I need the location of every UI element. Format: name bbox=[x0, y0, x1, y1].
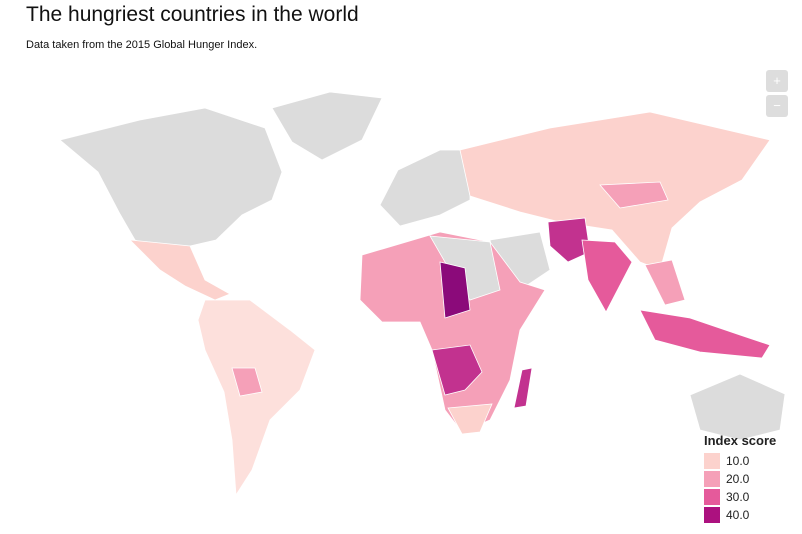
south-africa bbox=[447, 403, 493, 435]
legend-label: 10.0 bbox=[726, 454, 750, 468]
europe bbox=[379, 149, 471, 227]
southeast-asia bbox=[644, 259, 686, 306]
north-america bbox=[59, 107, 283, 253]
legend-item: 40.0 bbox=[704, 506, 776, 524]
legend-item: 30.0 bbox=[704, 488, 776, 506]
legend-swatch bbox=[704, 453, 720, 469]
legend-label: 40.0 bbox=[726, 508, 750, 522]
australia bbox=[689, 373, 786, 441]
legend-swatch bbox=[704, 489, 720, 505]
legend-item: 20.0 bbox=[704, 470, 776, 488]
greenland bbox=[271, 91, 383, 161]
legend-swatch bbox=[704, 471, 720, 487]
central-america bbox=[128, 239, 231, 301]
legend-item: 10.0 bbox=[704, 452, 776, 470]
legend: Index score 10.0 20.0 30.0 40.0 bbox=[704, 433, 776, 524]
zoom-in-button[interactable]: + bbox=[766, 70, 788, 92]
subtitle: Data taken from the 2015 Global Hunger I… bbox=[26, 39, 258, 51]
mongolia bbox=[599, 181, 669, 209]
sub-saharan bbox=[431, 344, 483, 396]
india bbox=[581, 239, 633, 313]
zoom-out-button[interactable]: − bbox=[766, 95, 788, 117]
south-america bbox=[197, 299, 316, 497]
legend-title: Index score bbox=[704, 433, 777, 448]
chad bbox=[439, 261, 471, 319]
pakistan bbox=[547, 217, 591, 263]
africa bbox=[359, 231, 546, 433]
legend-items: 10.0 20.0 30.0 40.0 bbox=[704, 452, 776, 524]
legend-label: 20.0 bbox=[726, 472, 750, 486]
bolivia bbox=[231, 367, 263, 397]
title: The hungriest countries in the world bbox=[26, 3, 359, 26]
indonesia bbox=[639, 309, 771, 359]
legend-swatch bbox=[704, 507, 720, 523]
madagascar bbox=[513, 367, 533, 409]
legend-label: 30.0 bbox=[726, 490, 750, 504]
